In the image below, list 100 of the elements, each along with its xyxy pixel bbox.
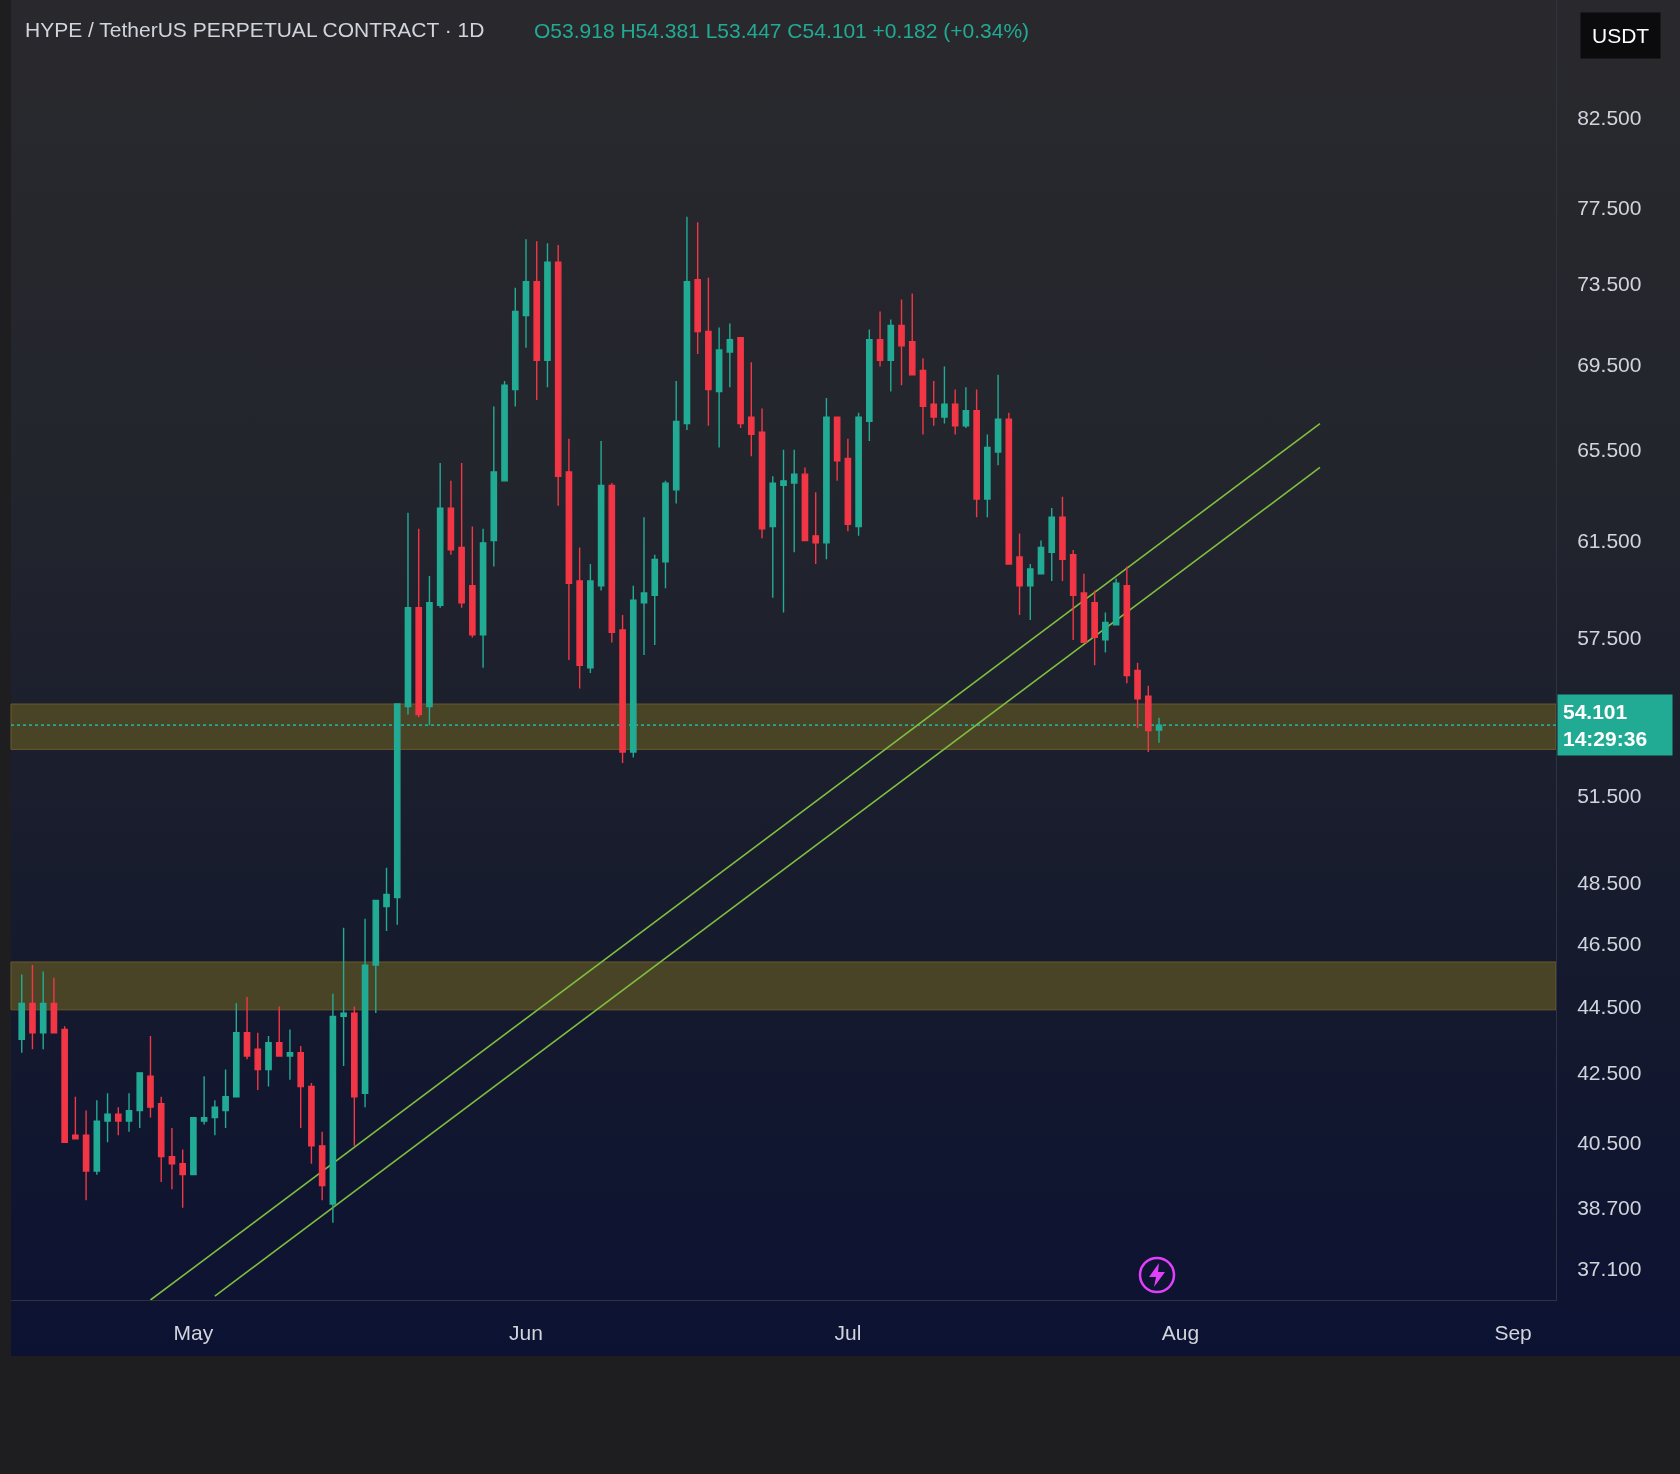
candlestick	[887, 318, 895, 393]
candlestick	[61, 1025, 68, 1143]
candlestick	[308, 1082, 315, 1165]
candlestick	[243, 996, 251, 1061]
candlestick	[254, 1032, 262, 1091]
candlestick	[200, 1075, 208, 1126]
y-axis-title: USDT	[1592, 24, 1650, 47]
candlestick	[190, 1116, 197, 1176]
candlestick	[436, 462, 444, 609]
candlestick	[1026, 563, 1034, 621]
candlestick	[694, 221, 701, 355]
y-tick-label: 48.500	[1577, 870, 1642, 894]
candlestick	[1102, 611, 1109, 654]
ref-line-label: 54.101 14:29:36	[1563, 700, 1648, 751]
candlestick	[640, 516, 648, 656]
candlestick	[672, 380, 680, 505]
y-tick-label: 44.500	[1577, 994, 1642, 1018]
candlestick	[93, 1099, 101, 1176]
candlestick	[790, 449, 798, 553]
candlestick	[265, 1035, 272, 1088]
candlestick	[404, 511, 412, 716]
candlestick	[469, 525, 476, 639]
candlestick	[1059, 495, 1066, 582]
candlestick	[962, 386, 970, 429]
text: HYPE / TetherUS PERPETUAL CONTRACT · 1D	[25, 18, 485, 42]
y-tick-label: 37.100	[1577, 1256, 1642, 1280]
y-tick-label: 40.500	[1577, 1130, 1642, 1154]
candlestick	[587, 563, 594, 674]
y-tick-label: 77.500	[1577, 195, 1642, 219]
candlestick	[747, 361, 755, 458]
x-tick-label: Sep	[1494, 1321, 1532, 1345]
candlestick	[522, 238, 530, 349]
candlestick	[361, 917, 369, 1108]
candlestick	[973, 388, 980, 518]
candlestick	[855, 412, 862, 537]
candlestick	[340, 927, 347, 1067]
candlestick	[619, 614, 626, 764]
candlestick	[286, 1028, 294, 1081]
candlestick	[919, 357, 927, 436]
candlestick	[222, 1068, 229, 1129]
y-tick-label: 61.500	[1577, 528, 1642, 552]
candlestick	[1134, 661, 1141, 729]
candlestick	[351, 1005, 358, 1147]
candlestick	[876, 310, 884, 368]
y-tick-label: 51.500	[1577, 784, 1642, 808]
y-tick-label: 82.500	[1577, 105, 1642, 129]
candlestick	[329, 993, 337, 1224]
x-tick-label: Aug	[1161, 1321, 1200, 1345]
candlestick	[490, 405, 498, 568]
candlestick	[533, 240, 541, 401]
candlestick	[114, 1106, 122, 1136]
y-tick-label: 57.500	[1577, 625, 1642, 649]
candlestick	[415, 528, 423, 718]
candlestick	[930, 380, 938, 427]
candlestick	[705, 277, 712, 427]
candlestick	[951, 388, 959, 436]
candlestick	[147, 1035, 154, 1119]
y-tick-label: 65.500	[1577, 438, 1642, 462]
candlestick	[715, 326, 723, 449]
candlestick	[458, 462, 465, 609]
candlestick	[511, 286, 519, 408]
candlestick	[479, 528, 487, 669]
candlestick	[801, 466, 809, 542]
candlestick	[908, 292, 916, 376]
candlestick	[662, 480, 669, 589]
text: O53.918 H54.381 L53.447 C54.101 +0.182 (+0.34%)	[534, 19, 1030, 42]
candlestick	[318, 1130, 326, 1202]
candlestick	[1112, 577, 1120, 626]
candlestick	[769, 475, 777, 599]
candlestick	[297, 1045, 305, 1129]
candlestick	[50, 977, 58, 1034]
candlestick	[72, 1096, 79, 1140]
candlestick	[18, 973, 26, 1054]
candlestick	[984, 433, 991, 518]
candlestick	[608, 482, 616, 644]
candlestick	[1016, 532, 1023, 616]
candlestick	[136, 1072, 144, 1129]
y-tick-label: 69.500	[1577, 352, 1642, 376]
y-tick-label: 46.500	[1577, 931, 1642, 955]
candlestick	[447, 480, 455, 556]
candlestick	[758, 407, 766, 539]
candlestick	[737, 336, 744, 429]
candlestick	[1069, 549, 1077, 641]
candlestick	[683, 216, 691, 431]
candlestick	[554, 244, 562, 507]
candlestick	[372, 899, 380, 1014]
candlestick	[866, 328, 873, 442]
candlestick	[82, 1109, 90, 1202]
candlestick	[833, 416, 841, 482]
candlestick	[501, 380, 508, 482]
y-tick-label: 73.500	[1577, 272, 1642, 296]
candlestick	[576, 546, 583, 690]
candlestick	[844, 438, 852, 532]
candlestick	[726, 322, 734, 389]
candlestick	[157, 1096, 165, 1183]
candlestick	[780, 449, 787, 614]
x-tick-label: Jun	[509, 1321, 543, 1345]
candlestick	[544, 242, 551, 389]
candlestick	[1123, 565, 1131, 684]
candlestick	[179, 1148, 186, 1209]
